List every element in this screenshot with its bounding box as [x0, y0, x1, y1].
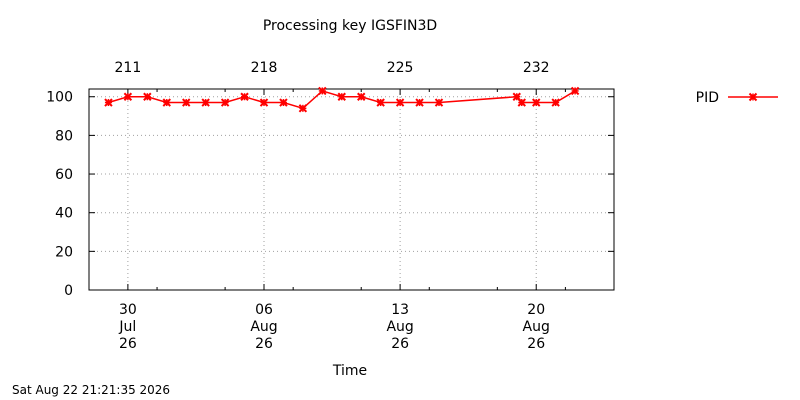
chart-title: Processing key IGSFIN3D: [263, 18, 437, 34]
x-tick-label: 26: [527, 336, 545, 352]
data-point: [220, 98, 230, 107]
data-point: [318, 86, 327, 96]
legend-marker: [748, 92, 758, 102]
data-point: [201, 98, 210, 107]
x-tick-label: 26: [119, 336, 137, 352]
data-point: [104, 98, 113, 107]
data-point: [123, 92, 133, 101]
data-point: [551, 98, 560, 107]
x-top-tick-label: 211: [115, 60, 142, 76]
plot-border: [88, 88, 615, 291]
data-point: [298, 104, 308, 113]
data-point: [259, 98, 269, 107]
x-axis-label: Time: [332, 363, 367, 379]
y-tick-label: 0: [64, 283, 73, 299]
data-point: [279, 98, 288, 107]
x-top-tick-label: 225: [387, 60, 414, 76]
grid: [89, 89, 614, 290]
x-tick-label: 26: [255, 336, 273, 352]
y-tick-label: 100: [46, 90, 73, 106]
data-point: [434, 98, 444, 107]
data-point: [376, 98, 385, 107]
y-tick-label: 60: [55, 167, 73, 183]
footer-timestamp: Sat Aug 22 21:21:35 2026: [12, 383, 170, 397]
x-tick-label: 30: [119, 302, 137, 318]
x-tick-label: 06: [255, 302, 273, 318]
data-point: [240, 92, 249, 101]
x-tick-label: Jul: [118, 319, 136, 335]
x-tick-label: Aug: [386, 319, 413, 335]
data-point: [162, 98, 171, 107]
data-point: [415, 98, 424, 107]
x-tick-label: 20: [527, 302, 545, 318]
x-tick-label: Aug: [523, 319, 550, 335]
data-point: [143, 92, 152, 101]
data-point: [182, 98, 191, 107]
data-point: [512, 92, 521, 101]
data-point: [532, 98, 541, 107]
y-tick-label: 40: [55, 206, 73, 222]
data-point: [395, 98, 405, 107]
x-top-tick-label: 232: [523, 60, 550, 76]
x-tick-label: 13: [391, 302, 409, 318]
x-top-tick-label: 218: [251, 60, 278, 76]
x-tick-label: 26: [391, 336, 409, 352]
y-tick-label: 20: [55, 244, 73, 260]
x-tick-label: Aug: [250, 319, 277, 335]
data-point: [517, 98, 526, 107]
legend-label: PID: [696, 90, 719, 106]
legend: PID: [696, 90, 778, 106]
data-point: [337, 92, 346, 101]
series: [104, 86, 580, 113]
data-point: [570, 86, 580, 96]
y-tick-label: 80: [55, 128, 73, 144]
axes: 02040608010030Jul2606Aug2613Aug2620Aug26…: [46, 60, 615, 352]
data-point: [357, 92, 366, 101]
